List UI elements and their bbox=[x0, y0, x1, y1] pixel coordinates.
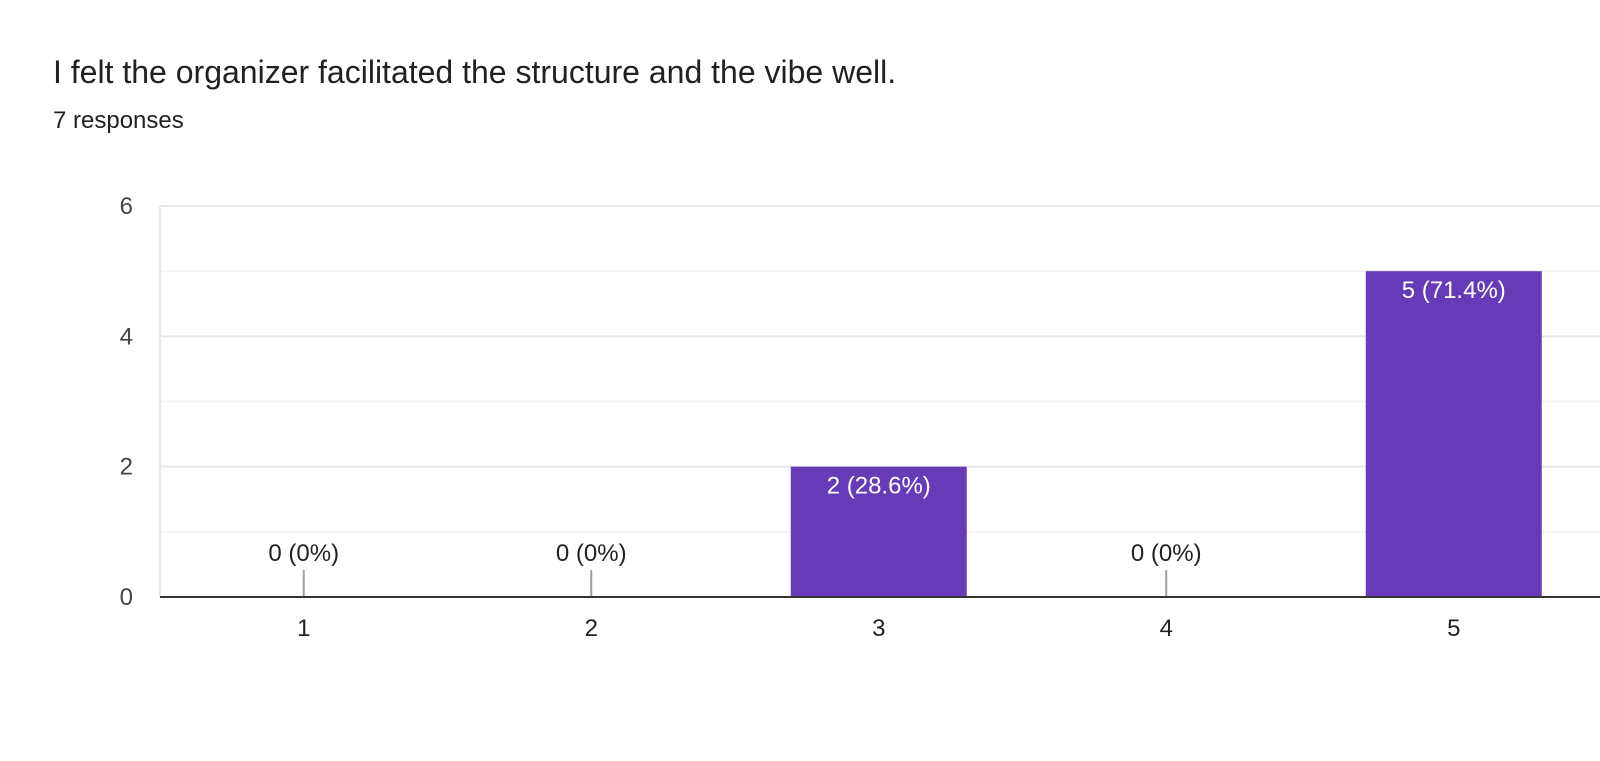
data-label-2: 0 (0%) bbox=[556, 540, 627, 567]
response-count: 7 responses bbox=[53, 107, 184, 134]
x-tick-label-3: 3 bbox=[872, 615, 885, 642]
bar-3 bbox=[790, 466, 967, 597]
data-label-1: 0 (0%) bbox=[268, 540, 339, 567]
data-label-3: 2 (28.6%) bbox=[827, 473, 931, 500]
data-label-5: 5 (71.4%) bbox=[1402, 277, 1506, 304]
y-tick-label: 2 bbox=[120, 454, 133, 481]
x-tick-label-2: 2 bbox=[585, 615, 598, 642]
x-tick-label-4: 4 bbox=[1160, 615, 1173, 642]
question-title: I felt the organizer facilitated the str… bbox=[53, 54, 897, 90]
x-tick-label-5: 5 bbox=[1447, 615, 1460, 642]
bar-5 bbox=[1365, 271, 1542, 597]
y-tick-label: 4 bbox=[120, 323, 133, 350]
y-tick-label: 6 bbox=[120, 193, 133, 220]
x-tick-label-1: 1 bbox=[297, 615, 310, 642]
data-label-4: 0 (0%) bbox=[1131, 540, 1202, 567]
y-tick-label: 0 bbox=[120, 584, 133, 611]
